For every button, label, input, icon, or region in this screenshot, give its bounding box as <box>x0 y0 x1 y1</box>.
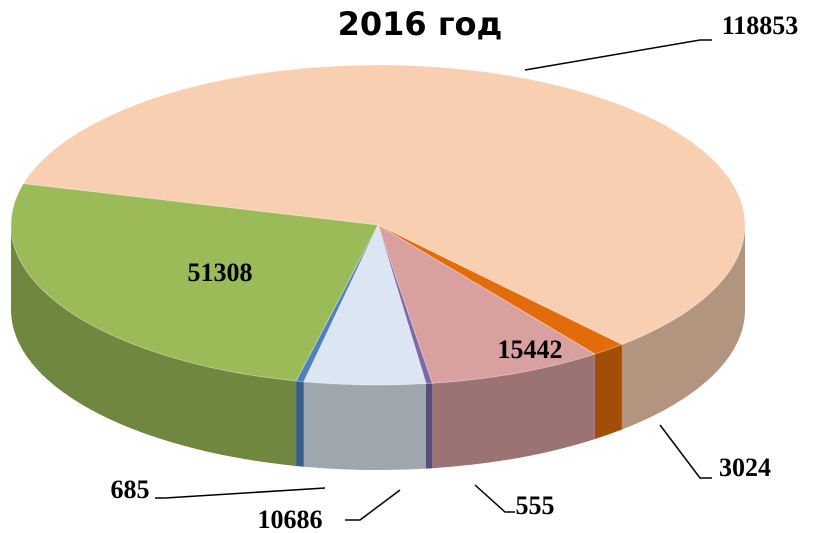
slice <box>295 224 379 383</box>
slice <box>377 224 624 355</box>
slice-side <box>303 381 426 471</box>
leader-line <box>524 39 712 71</box>
slice-side <box>594 344 622 440</box>
data-label: 118853 <box>722 11 799 40</box>
data-label: 10686 <box>258 505 323 533</box>
slice <box>303 223 427 386</box>
slice <box>377 223 597 384</box>
leader-line <box>155 487 326 499</box>
leader-line <box>474 484 515 513</box>
leader-line <box>659 424 712 479</box>
slice-side <box>10 225 297 466</box>
data-label: 685 <box>111 475 150 504</box>
chart-title: 2016 год <box>338 5 503 43</box>
data-label: 15442 <box>498 335 563 364</box>
slice-side <box>621 225 745 430</box>
data-label: 555 <box>516 491 555 520</box>
slice <box>10 183 379 382</box>
slice-side <box>296 380 304 467</box>
data-label: 3024 <box>719 453 771 482</box>
slice-side <box>432 354 595 469</box>
data-label: 51308 <box>188 258 253 287</box>
slice-side <box>425 383 433 469</box>
slice <box>377 224 433 385</box>
leader-line <box>345 489 401 521</box>
slice <box>22 64 746 346</box>
